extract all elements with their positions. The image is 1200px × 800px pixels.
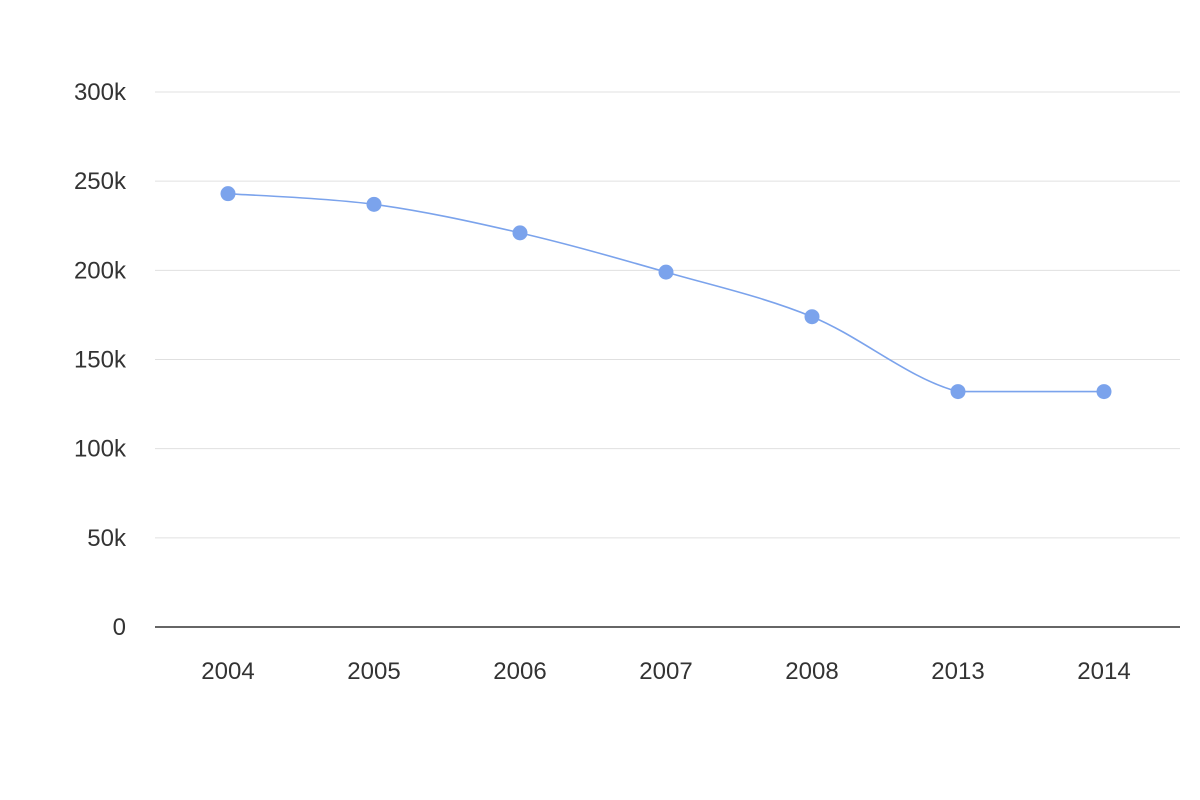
series-line-0 <box>227 192 1104 393</box>
x-axis-tick-labels: 2004 2005 2006 2007 2008 2013 2014 <box>201 658 1130 685</box>
y-tick-label-100k: 100k <box>74 436 127 463</box>
y-tick-label-300k: 300k <box>74 79 127 106</box>
gridlines <box>155 91 1180 539</box>
data-point-2013 <box>950 384 966 400</box>
x-tick-label-2004: 2004 <box>201 658 254 685</box>
y-axis-tick-labels: 0 50k 100k 150k 200k 250k 300k <box>74 79 127 641</box>
y-tick-label-50k: 50k <box>87 525 127 552</box>
x-tick-label-2006: 2006 <box>493 658 546 685</box>
x-tick-label-2005: 2005 <box>347 658 400 685</box>
y-tick-label-250k: 250k <box>74 168 127 195</box>
data-point-2007 <box>658 264 674 280</box>
y-tick-label-0: 0 <box>113 614 126 641</box>
data-point-2008 <box>804 309 820 325</box>
x-tick-label-2008: 2008 <box>785 658 838 685</box>
x-tick-label-2013: 2013 <box>931 658 984 685</box>
series-layer <box>220 186 1112 400</box>
y-tick-label-200k: 200k <box>74 257 127 284</box>
data-point-2004 <box>220 186 236 202</box>
data-point-2006 <box>512 225 528 241</box>
data-point-2005 <box>366 196 382 212</box>
x-tick-label-2014: 2014 <box>1077 658 1130 685</box>
y-tick-label-150k: 150k <box>74 347 127 374</box>
data-point-2014 <box>1096 384 1112 400</box>
x-tick-label-2007: 2007 <box>639 658 692 685</box>
